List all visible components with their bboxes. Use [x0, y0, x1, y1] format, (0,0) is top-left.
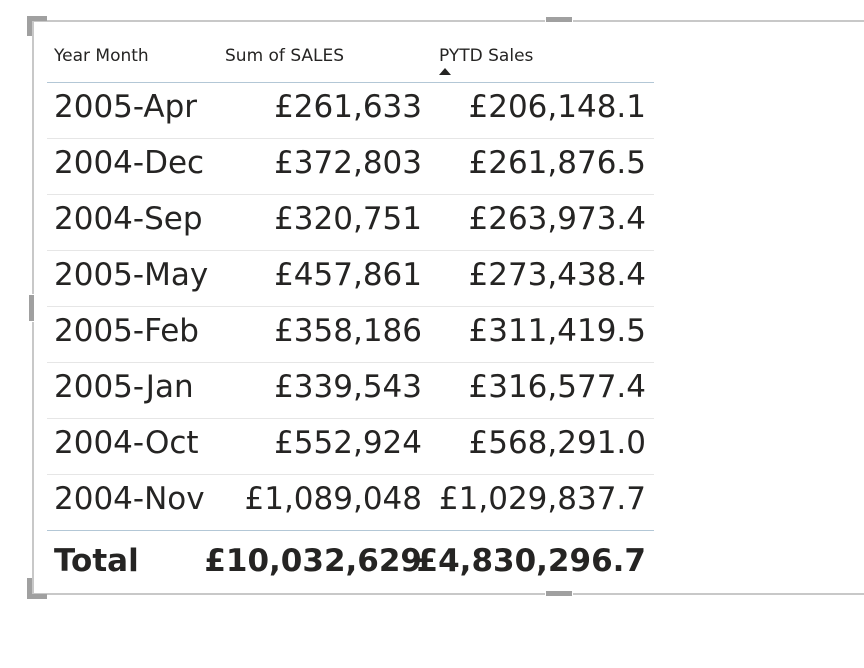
cell-year-month: 2004-Sep — [54, 201, 203, 237]
column-header-sum-of-sales[interactable]: Sum of SALES — [225, 46, 345, 66]
visual-corner-bottom-left-vertical — [27, 578, 32, 598]
table-row[interactable]: 2004-Oct £552,924 £568,291.0 — [47, 419, 654, 475]
cell-sum-of-sales: £358,186 — [274, 313, 422, 349]
cell-pytd-sales: £568,291.0 — [468, 425, 647, 461]
sort-ascending-icon — [439, 68, 451, 75]
cell-year-month: 2004-Oct — [54, 425, 199, 461]
cell-pytd-sales: £273,438.4 — [468, 257, 647, 293]
cell-year-month: 2004-Dec — [54, 145, 205, 181]
table-row[interactable]: 2005-May £457,861 £273,438.4 — [47, 251, 654, 307]
cell-pytd-sales: £206,148.1 — [468, 89, 647, 125]
cell-year-month: 2005-Apr — [54, 89, 198, 125]
column-header-pytd-sales[interactable]: PYTD Sales — [439, 46, 534, 66]
table-row[interactable]: 2005-Feb £358,186 £311,419.5 — [47, 307, 654, 363]
cell-pytd-sales: £263,973.4 — [468, 201, 647, 237]
cell-year-month: 2005-Feb — [54, 313, 199, 349]
resize-handle-left[interactable] — [28, 294, 35, 322]
visual-corner-top-left — [27, 16, 47, 21]
resize-handle-bottom[interactable] — [545, 590, 573, 597]
table-row[interactable]: 2004-Sep £320,751 £263,973.4 — [47, 195, 654, 251]
cell-year-month: 2005-May — [54, 257, 209, 293]
cell-pytd-sales: £316,577.4 — [468, 369, 647, 405]
cell-year-month: 2005-Jan — [54, 369, 194, 405]
cell-sum-of-sales: £339,543 — [274, 369, 422, 405]
table-row[interactable]: 2005-Jan £339,543 £316,577.4 — [47, 363, 654, 419]
visual-corner-top-left-vertical — [27, 16, 32, 36]
table-total-row: Total £10,032,629 £4,830,296.7 — [47, 531, 654, 589]
table-row[interactable]: 2005-Apr £261,633 £206,148.1 — [47, 83, 654, 139]
cell-year-month: 2004-Nov — [54, 481, 205, 517]
cell-sum-of-sales: £457,861 — [274, 257, 422, 293]
table-row[interactable]: 2004-Nov £1,089,048 £1,029,837.7 — [47, 475, 654, 531]
visual-corner-bottom-left — [27, 594, 47, 599]
cell-pytd-sales: £261,876.5 — [468, 145, 647, 181]
total-pytd-sales: £4,830,296.7 — [416, 543, 646, 579]
total-label: Total — [54, 543, 139, 579]
table-row[interactable]: 2004-Dec £372,803 £261,876.5 — [47, 139, 654, 195]
table-header-row: Year Month Sum of SALES PYTD Sales — [47, 38, 654, 83]
cell-pytd-sales: £311,419.5 — [468, 313, 647, 349]
data-table: Year Month Sum of SALES PYTD Sales 2005-… — [47, 38, 654, 589]
total-sum-of-sales: £10,032,629 — [204, 543, 422, 579]
cell-sum-of-sales: £372,803 — [274, 145, 422, 181]
cell-sum-of-sales: £320,751 — [274, 201, 422, 237]
cell-sum-of-sales: £261,633 — [274, 89, 422, 125]
cell-pytd-sales: £1,029,837.7 — [438, 481, 646, 517]
cell-sum-of-sales: £1,089,048 — [244, 481, 423, 517]
cell-sum-of-sales: £552,924 — [274, 425, 422, 461]
column-header-year-month[interactable]: Year Month — [54, 46, 149, 66]
resize-handle-top[interactable] — [545, 16, 573, 23]
